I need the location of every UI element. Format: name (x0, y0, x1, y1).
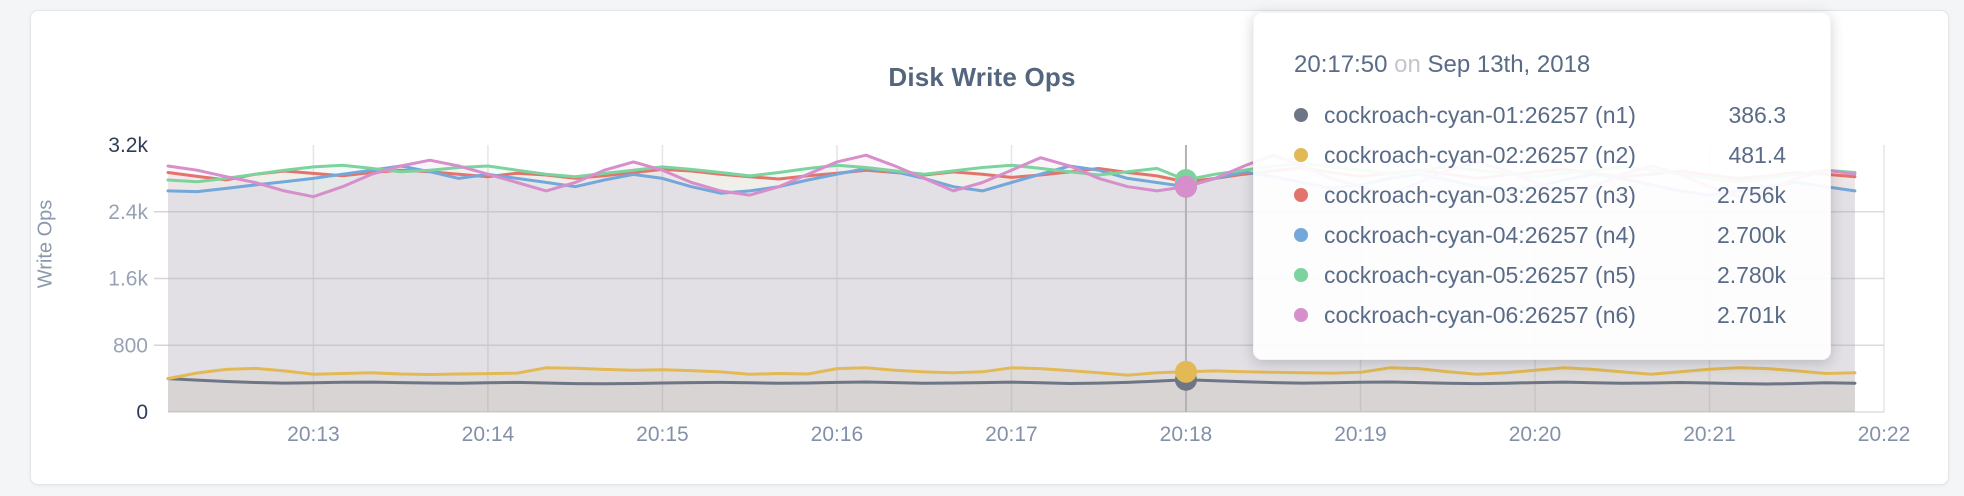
series-color-dot-n3 (1294, 188, 1308, 202)
x-axis-tick-label: 20:22 (1858, 423, 1911, 446)
y-axis-tick-label: 3.2k (108, 134, 148, 157)
tooltip-header: 20:17:50 on Sep 13th, 2018 (1294, 51, 1786, 79)
series-value: 2.700k (1716, 221, 1786, 248)
series-name: cockroach-cyan-03:26257 (n3) (1324, 181, 1636, 208)
x-axis-tick-label: 20:21 (1683, 423, 1736, 446)
tooltip-date: Sep 13th, 2018 (1427, 51, 1591, 78)
tooltip-conjunction: on (1394, 51, 1421, 78)
series-value: 2.780k (1716, 261, 1786, 288)
y-axis-tick-label: 2.4k (108, 201, 148, 224)
tooltip-row: cockroach-cyan-06:26257 (n6) 2.701k (1294, 295, 1786, 335)
hover-dot-n2 (1174, 360, 1197, 383)
series-value: 2.701k (1716, 301, 1786, 328)
series-area-n1 (168, 378, 1855, 412)
series-line-n1 (166, 377, 1857, 386)
x-axis-tick-label: 20:18 (1160, 423, 1213, 446)
series-name: cockroach-cyan-05:26257 (n5) (1324, 261, 1636, 288)
series-value: 386.3 (1728, 101, 1786, 128)
tooltip-row: cockroach-cyan-02:26257 (n2) 481.4 (1294, 135, 1786, 175)
y-axis-tick-label: 800 (113, 334, 148, 357)
series-name: cockroach-cyan-06:26257 (n6) (1324, 301, 1636, 328)
series-color-dot-n5 (1294, 268, 1308, 282)
tooltip-time: 20:17:50 (1294, 51, 1388, 78)
y-axis-tick-label: 0 (136, 401, 148, 424)
series-color-dot-n6 (1294, 308, 1308, 322)
chart-tooltip: 20:17:50 on Sep 13th, 2018 cockroach-cya… (1253, 12, 1831, 360)
tooltip-row: cockroach-cyan-04:26257 (n4) 2.700k (1294, 215, 1786, 255)
series-name: cockroach-cyan-01:26257 (n1) (1324, 101, 1636, 128)
x-axis-tick-label: 20:16 (811, 423, 864, 446)
hover-dot-n6 (1174, 175, 1197, 198)
tooltip-row: cockroach-cyan-03:26257 (n3) 2.756k (1294, 175, 1786, 215)
chart-title: Disk Write Ops (888, 62, 1076, 92)
series-color-dot-n4 (1294, 228, 1308, 242)
series-area-n2 (168, 367, 1855, 412)
series-value: 2.756k (1716, 181, 1786, 208)
series-color-dot-n1 (1294, 108, 1308, 122)
series-value: 481.4 (1728, 141, 1786, 168)
x-axis-tick-label: 20:14 (462, 423, 515, 446)
tooltip-row: cockroach-cyan-01:26257 (n1) 386.3 (1294, 95, 1786, 135)
x-axis-tick-label: 20:15 (636, 423, 689, 446)
x-axis-tick-label: 20:19 (1334, 423, 1387, 446)
series-name: cockroach-cyan-04:26257 (n4) (1324, 221, 1636, 248)
series-name: cockroach-cyan-02:26257 (n2) (1324, 141, 1636, 168)
series-color-dot-n2 (1294, 148, 1308, 162)
y-axis-tick-label: 1.6k (108, 268, 148, 291)
tooltip-row: cockroach-cyan-05:26257 (n5) 2.780k (1294, 255, 1786, 295)
x-axis-tick-label: 20:20 (1509, 423, 1562, 446)
x-axis-tick-label: 20:17 (985, 423, 1038, 446)
series-line-n2 (166, 366, 1857, 381)
x-axis-tick-label: 20:13 (287, 423, 340, 446)
